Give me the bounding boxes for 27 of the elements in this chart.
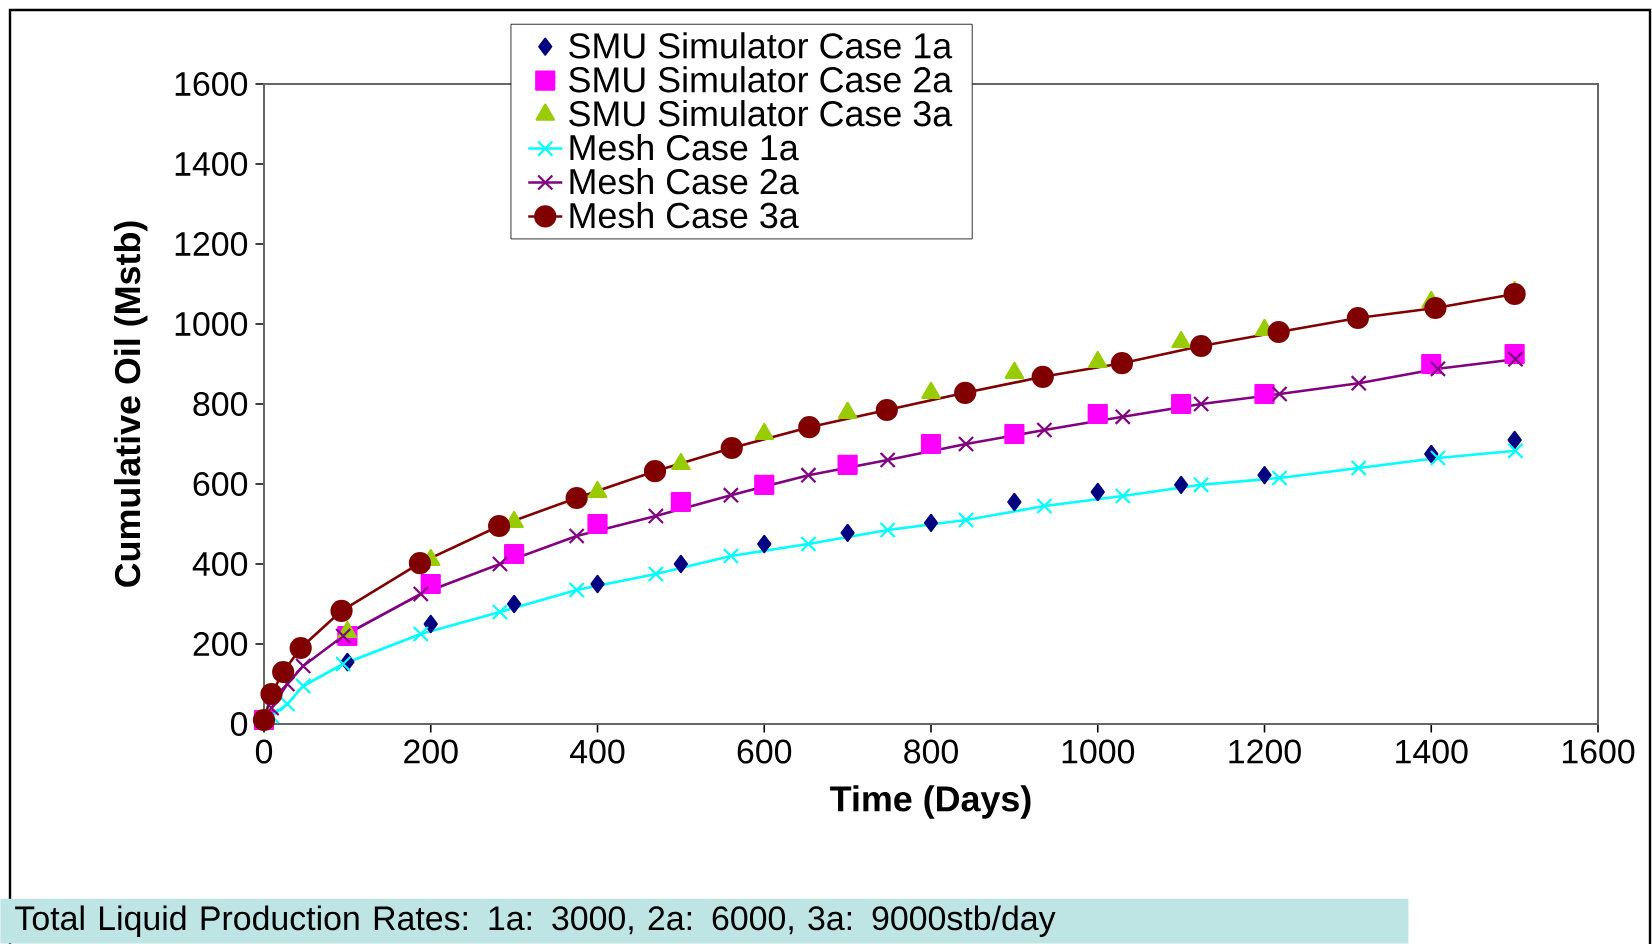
legend-label: SMU Simulator Case 2a	[569, 66, 953, 93]
y-tick-label: 1200	[175, 232, 248, 256]
x-tick-label: 1200	[1229, 739, 1301, 764]
y-tick-label: 1600	[175, 72, 248, 96]
legend-label: SMU Simulator Case 3a	[569, 100, 953, 127]
y-tick-label: 200	[193, 632, 248, 656]
x-tick-label: 800	[904, 739, 958, 764]
x-tick-label: 1400	[1396, 739, 1468, 764]
legend-label: SMU Simulator Case 1a	[569, 32, 953, 59]
legend-label: Mesh Case 2a	[570, 167, 799, 195]
y-tick-label: 600	[193, 472, 248, 496]
x-axis-title: Time (Days)	[830, 785, 1031, 819]
x-tick-label: 1000	[1062, 739, 1135, 764]
y-tick-label: 800	[193, 392, 248, 416]
y-axis-title: Cumulative Oil (Mstb)	[113, 221, 148, 587]
legend-label: Mesh Case 1a	[570, 134, 799, 161]
y-tick-label: 1000	[175, 312, 248, 336]
x-tick-label: 1600	[1562, 739, 1635, 764]
y-tick-label: 400	[192, 552, 248, 576]
y-tick-label: 1400	[175, 152, 248, 176]
y-tick-label: 0	[230, 712, 248, 736]
text: Total Liquid Production Rates: 1a: 3000, 2a: 6000, 3a: 9000stb/day	[15, 905, 1056, 937]
x-tick-label: 200	[404, 739, 458, 764]
x-tick-label: 0	[255, 739, 273, 764]
x-tick-label: 600	[737, 739, 792, 764]
x-tick-label: 400	[570, 739, 625, 764]
legend-label: Mesh Case 3a	[570, 201, 799, 229]
